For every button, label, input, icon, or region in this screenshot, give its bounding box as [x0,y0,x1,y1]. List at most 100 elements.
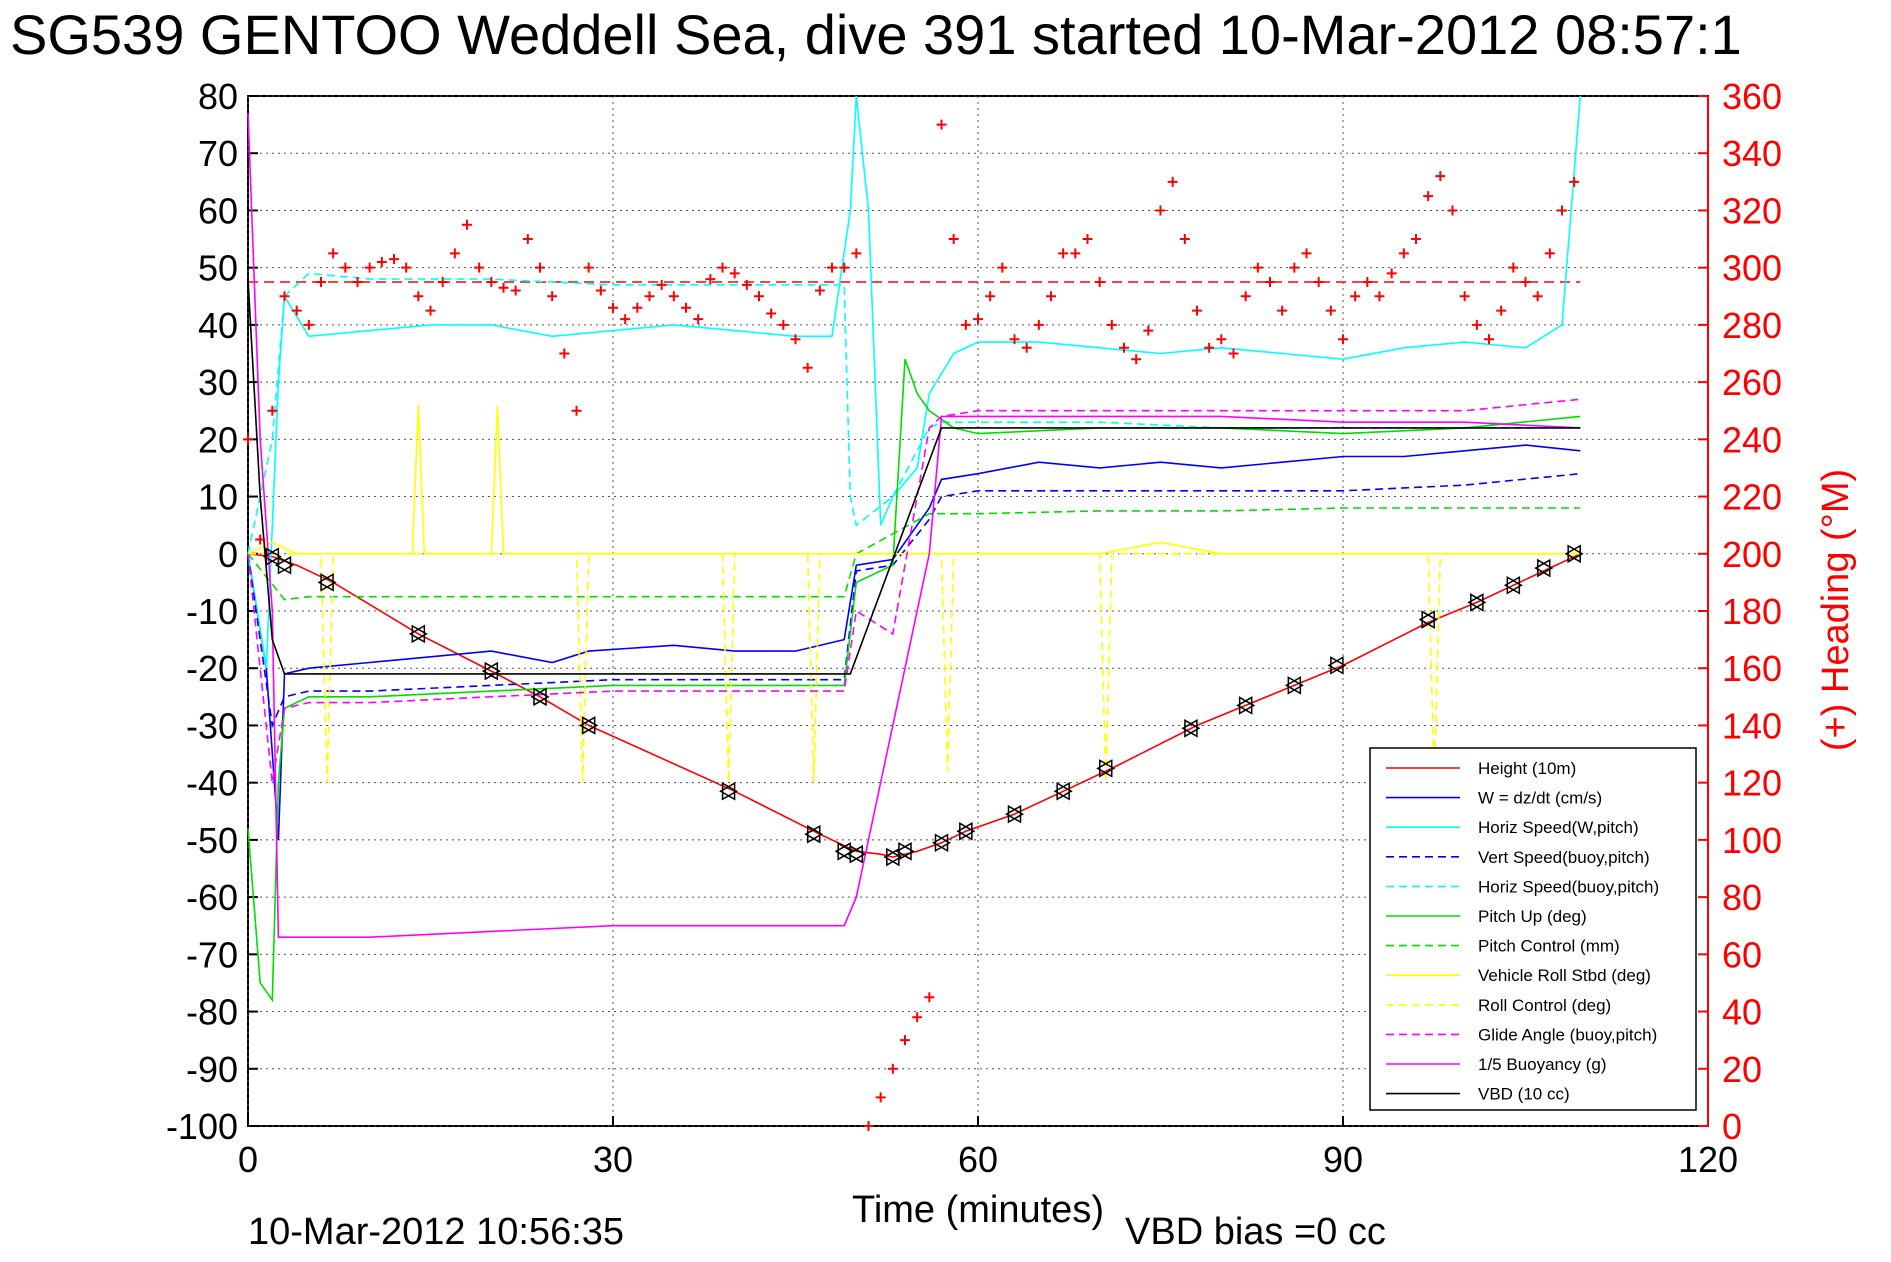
tick-label-y2: 200 [1722,534,1782,575]
heading-point [1471,319,1482,330]
heading-point [1435,171,1446,182]
heading-point [340,262,351,273]
tick-label-x: 0 [238,1139,258,1180]
heading-point [1240,291,1251,302]
heading-point [291,305,302,316]
triangle-marker [721,781,739,801]
heading-point [1143,325,1154,336]
heading-point [827,262,837,273]
heading-point [364,262,375,273]
heading-point [1082,234,1093,245]
legend-label: Glide Angle (buoy,pitch) [1478,1025,1657,1044]
triangle-marker [481,661,499,681]
heading-point [705,274,716,285]
heading-point [668,291,679,302]
heading-point [413,291,424,302]
heading-point [1289,262,1300,273]
tick-label-y: -70 [186,934,238,975]
heading-point [632,302,643,313]
heading-point [1179,234,1190,245]
triangle-marker [837,842,854,861]
triangle-marker [956,822,973,841]
tick-label-y2: 80 [1722,877,1762,918]
heading-markers [243,119,1580,1131]
tick-label-y2: 120 [1722,763,1782,804]
heading-point [401,262,412,273]
heading-point [267,405,278,416]
heading-point [766,308,777,319]
right-axis-ticks: 3603403203002802602402202001801601401201… [1698,76,1782,1147]
heading-point [1155,205,1166,216]
heading-point [1021,342,1032,353]
tick-label-y2: 340 [1722,133,1782,174]
tick-label-y: 10 [198,477,238,518]
heading-point [1277,305,1288,316]
triangle-marker [411,624,428,644]
triangle-marker [1503,575,1521,595]
left-axis-ticks: 80 70 60 50 40 30 20 10 0 -10 -20 -30 -40 -50 -60 -70 -8… [166,76,258,1147]
triangle-marker [719,781,736,801]
heading-point [1338,334,1348,345]
triangle-marker [533,687,550,707]
heading-point [1009,334,1020,345]
heading-point [1204,342,1215,353]
triangle-marker [1567,544,1584,564]
tick-label-y: 40 [198,305,238,346]
tick-label-y2: 320 [1722,190,1782,231]
triangle-marker [804,824,821,844]
chart-title: SG539 GENTOO Weddell Sea, dive 391 start… [10,3,1742,66]
triangle-marker [1467,593,1484,612]
heading-point [887,1063,898,1074]
heading-point [1569,176,1580,187]
heading-point [583,262,594,273]
heading-point [1350,291,1361,302]
triangle-marker [1327,656,1344,675]
tick-label-y2: 220 [1722,477,1782,518]
heading-point [474,262,485,273]
heading-point [389,254,399,265]
heading-point [571,405,582,416]
heading-point [1070,248,1081,259]
legend-label: W = dz/dt (cm/s) [1478,789,1602,808]
legend-label: Roll Control (deg) [1478,996,1611,1015]
heading-point [997,262,1008,273]
tick-label-x: 90 [1323,1139,1363,1180]
triangle-marker [1007,804,1025,824]
heading-point [1216,334,1227,345]
triangle-marker [846,844,864,864]
legend-label: Vert Speed(buoy,pitch) [1478,848,1650,867]
triangle-marker [931,833,949,853]
heading-point [1033,319,1044,330]
heading-point [559,348,570,359]
triangle-marker [807,824,824,844]
heading-point [1094,276,1105,287]
heading-point [948,234,959,245]
heading-point [924,992,935,1003]
heading-point [1046,291,1056,302]
triangle-marker [1418,610,1435,629]
heading-point [1496,305,1507,316]
tick-label-y: -90 [186,1049,238,1090]
heading-point [547,291,558,302]
heading-point [1313,276,1324,287]
heading-point [656,279,667,290]
heading-point [973,314,983,325]
heading-point [851,248,862,259]
tick-label-y: 20 [198,419,238,460]
series-line [247,95,1582,669]
tick-label-y2: 140 [1722,705,1782,746]
tick-label-x: 60 [958,1139,998,1180]
footer-timestamp: 10-Mar-2012 10:56:35 [248,1211,624,1253]
heading-point [754,291,764,302]
y2-axis-label: (+) Heading (°M) [1815,469,1857,751]
tick-label-y: 70 [198,133,238,174]
heading-point [620,314,631,325]
legend-label: Vehicle Roll Stbd (deg) [1478,966,1651,985]
series-line [248,552,1581,783]
heading-point [1228,348,1239,359]
heading-point [1411,234,1421,245]
triangle-marker [274,555,292,575]
triangle-marker [898,842,915,861]
tick-label-x: 30 [593,1139,633,1180]
tick-label-y2: 240 [1722,419,1782,460]
